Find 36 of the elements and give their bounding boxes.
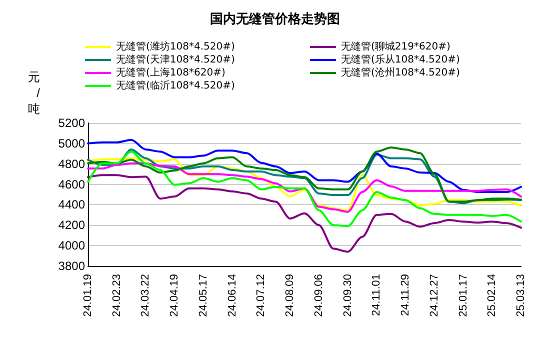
x-tick-label: 25.02.14 <box>486 274 498 317</box>
line-series <box>87 174 522 253</box>
legend-label: 无缝管(临沂108*4.520#) <box>116 80 235 92</box>
line-series <box>87 150 522 228</box>
x-tick-label: 24.01.19 <box>82 274 94 317</box>
chart-title: 国内无缝管价格走势图 <box>210 11 340 27</box>
x-tick-label: 24.08.09 <box>284 274 296 317</box>
x-tick-label: 24.06.14 <box>226 274 238 317</box>
x-tick-label: 25.01.17 <box>457 274 470 317</box>
x-tick-label: 24.09.30 <box>342 274 354 317</box>
legend-label: 无缝管(上海108*620#) <box>116 66 226 78</box>
x-tick-label: 24.11.01 <box>370 274 383 316</box>
y-tick-label: 4400 <box>58 198 86 212</box>
y-tick-label: 4800 <box>58 156 86 171</box>
legend-label: 无缝管(潍坊108*4.520#) <box>116 40 235 52</box>
y-tick-label: 4200 <box>58 218 86 232</box>
legend-label: 无缝管(沧州108*4.520#) <box>341 66 460 78</box>
x-tick-label: 24.02.23 <box>110 274 123 317</box>
legend-label: 无缝管(天津108*4.520#) <box>116 54 235 66</box>
x-tick-label: 24.05.17 <box>197 274 210 317</box>
x-tick-label: 24.12.27 <box>428 274 440 317</box>
x-tick-label: 25.03.13 <box>515 274 527 317</box>
y-axis-title: 元/吨 <box>28 70 41 116</box>
y-tick-label: 5000 <box>58 136 86 150</box>
x-tick-label: 24.03.22 <box>140 274 152 317</box>
x-tick-label: 24.07.12 <box>255 274 268 317</box>
y-tick-label: 4600 <box>58 177 86 192</box>
x-tick-label: 24.11.29 <box>400 274 412 316</box>
y-tick-label: 5200 <box>58 116 86 130</box>
x-tick-label: 24.04.19 <box>168 274 181 317</box>
legend-label: 无缝管(聊城219*620#) <box>341 40 450 52</box>
x-tick-label: 24.09.06 <box>312 274 325 317</box>
line-series <box>87 138 522 193</box>
legend-label: 无缝管(乐从108*4.520#) <box>341 54 460 66</box>
y-tick-label: 4000 <box>58 238 86 253</box>
y-tick-label: 3800 <box>58 259 86 273</box>
